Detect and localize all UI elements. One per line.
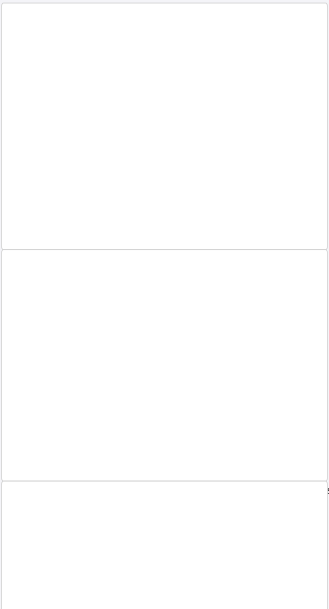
Text: Segment FM: Segment FM [50, 226, 115, 236]
Text: M: M [91, 136, 100, 146]
Text: G: G [166, 132, 174, 142]
Text: *: * [236, 259, 240, 269]
Text: 10, 20, 30: 10, 20, 30 [19, 508, 120, 526]
Text: 1 point: 1 point [287, 11, 319, 20]
Text: 9. Name an altitude in Triangle EFG.: 9. Name an altitude in Triangle EFG. [10, 11, 186, 21]
Text: N: N [132, 325, 139, 334]
Text: E: E [18, 132, 24, 142]
Text: Segment PG: Segment PG [50, 386, 114, 396]
Text: O: O [97, 340, 105, 350]
Text: F: F [89, 278, 95, 287]
Text: 1 point: 1 point [287, 486, 319, 495]
Text: 10. Name a median in Triangle EFG.: 10. Name a median in Triangle EFG. [10, 259, 185, 269]
Text: Segment FM: Segment FM [50, 459, 115, 469]
Text: M: M [91, 377, 100, 387]
Text: *: * [299, 486, 304, 496]
Text: Segment EG: Segment EG [50, 174, 115, 184]
Text: P: P [48, 81, 54, 91]
Text: Segment PG: Segment PG [50, 148, 114, 158]
Text: 1 point: 1 point [287, 259, 319, 268]
Text: Yes: Yes [50, 550, 67, 560]
Text: Segment EN: Segment EN [50, 200, 114, 209]
Text: G: G [166, 373, 174, 383]
Text: No: No [50, 585, 64, 594]
Text: N: N [132, 81, 139, 91]
Text: F: F [89, 32, 95, 42]
Text: 11. Is it possible to have a triangle with the following side lengths?: 11. Is it possible to have a triangle wi… [10, 486, 329, 496]
Text: E: E [18, 373, 24, 383]
Text: Segment EN: Segment EN [50, 435, 114, 445]
Text: Segment EG: Segment EG [50, 410, 115, 420]
Text: *: * [233, 11, 237, 21]
Text: P: P [48, 325, 54, 334]
Text: O: O [97, 97, 105, 107]
